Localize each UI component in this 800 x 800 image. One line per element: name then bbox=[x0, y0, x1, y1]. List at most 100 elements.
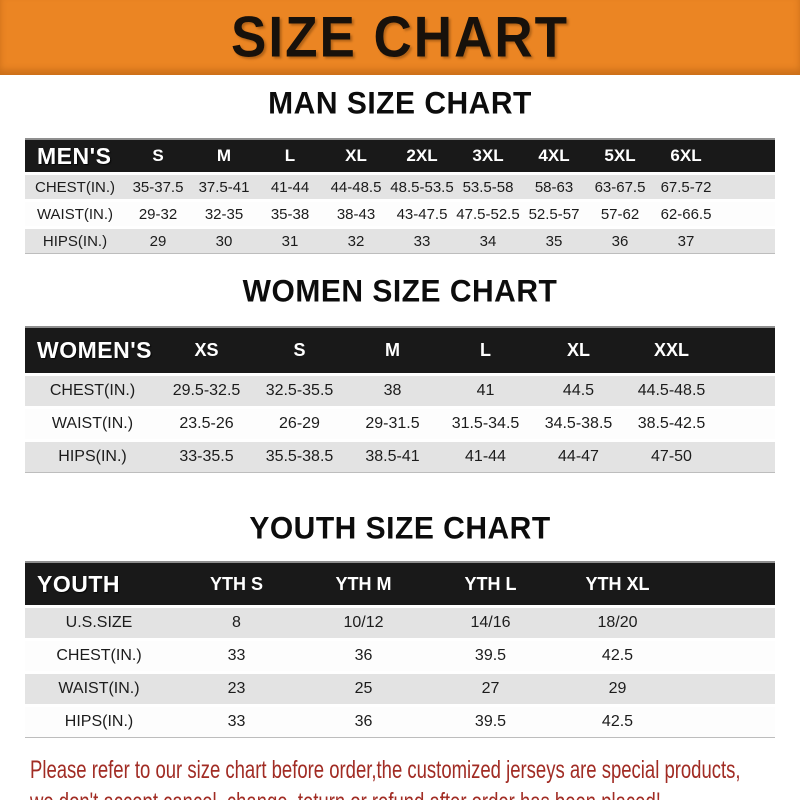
value-cell: 57-62 bbox=[587, 199, 653, 228]
value-cell: 62-66.5 bbox=[653, 199, 719, 228]
value-cell: 29-31.5 bbox=[346, 406, 439, 441]
row-label-cell: HIPS(IN.) bbox=[25, 439, 160, 473]
value-cell: 33 bbox=[173, 638, 300, 673]
spacer-cell bbox=[681, 671, 775, 706]
spacer-cell bbox=[719, 139, 775, 174]
spacer-cell bbox=[681, 704, 775, 738]
value-cell: 38-43 bbox=[323, 199, 389, 228]
group-label-cell: MEN'S bbox=[25, 139, 125, 174]
measurement-row: HIPS(IN.) 29 30 31 32 33 34 35 36 37 bbox=[25, 226, 775, 254]
row-label-cell: CHEST(IN.) bbox=[25, 373, 160, 408]
value-cell: 31 bbox=[257, 226, 323, 254]
youth-size-section: YOUTH SIZE CHART YOUTH YTH S YTH M YTH L YTH… bbox=[0, 511, 800, 738]
value-cell: 34 bbox=[455, 226, 521, 254]
measurement-row: HIPS(IN.) 33-35.5 35.5-38.5 38.5-41 41-44 44-… bbox=[25, 439, 775, 473]
spacer-cell bbox=[681, 638, 775, 673]
spacer-cell bbox=[681, 562, 775, 607]
row-label-cell: WAIST(IN.) bbox=[25, 406, 160, 441]
value-cell: 44.5 bbox=[532, 373, 625, 408]
group-label-cell: WOMEN'S bbox=[25, 327, 160, 375]
value-cell: 10/12 bbox=[300, 605, 427, 640]
value-cell: 25 bbox=[300, 671, 427, 706]
notice-line-2: we don't accept cancel, change, teturn o… bbox=[30, 786, 661, 800]
size-column-header: 2XL bbox=[389, 139, 455, 174]
row-label-cell: HIPS(IN.) bbox=[25, 704, 173, 738]
value-cell: 47.5-52.5 bbox=[455, 199, 521, 228]
size-header-row: WOMEN'S XS S M L XL XXL bbox=[25, 327, 775, 375]
women-size-table: WOMEN'S XS S M L XL XXL CHEST(IN.) 29.5-32.5 32.5… bbox=[25, 326, 775, 473]
value-cell: 44.5-48.5 bbox=[625, 373, 718, 408]
size-column-header: 5XL bbox=[587, 139, 653, 174]
value-cell: 18/20 bbox=[554, 605, 681, 640]
value-cell: 35.5-38.5 bbox=[253, 439, 346, 473]
size-column-header: XS bbox=[160, 327, 253, 375]
size-column-header: S bbox=[253, 327, 346, 375]
size-column-header: YTH M bbox=[300, 562, 427, 607]
row-label-cell: U.S.SIZE bbox=[25, 605, 173, 640]
size-column-header: XL bbox=[323, 139, 389, 174]
value-cell: 67.5-72 bbox=[653, 172, 719, 201]
row-label-cell: CHEST(IN.) bbox=[25, 638, 173, 673]
row-label-cell: WAIST(IN.) bbox=[25, 199, 125, 228]
spacer-cell bbox=[681, 605, 775, 640]
value-cell: 38 bbox=[346, 373, 439, 408]
value-cell: 35-37.5 bbox=[125, 172, 191, 201]
value-cell: 44-48.5 bbox=[323, 172, 389, 201]
measurement-row: WAIST(IN.) 23.5-26 26-29 29-31.5 31.5-34.5 34… bbox=[25, 406, 775, 441]
value-cell: 29-32 bbox=[125, 199, 191, 228]
row-label-cell: CHEST(IN.) bbox=[25, 172, 125, 201]
men-size-table: MEN'S S M L XL 2XL 3XL 4XL 5XL 6XL CHEST(IN.) 35-37… bbox=[25, 138, 775, 254]
size-column-header: 6XL bbox=[653, 139, 719, 174]
value-cell: 38.5-41 bbox=[346, 439, 439, 473]
value-cell: 33-35.5 bbox=[160, 439, 253, 473]
value-cell: 29.5-32.5 bbox=[160, 373, 253, 408]
man-size-section: MAN SIZE CHART MEN'S S M L XL 2XL 3XL 4XL 5XL 6XL… bbox=[0, 87, 800, 254]
size-column-header: L bbox=[439, 327, 532, 375]
value-cell: 41-44 bbox=[257, 172, 323, 201]
value-cell: 32-35 bbox=[191, 199, 257, 228]
measurement-row: CHEST(IN.) 35-37.5 37.5-41 41-44 44-48.5 48.5… bbox=[25, 172, 775, 201]
measurement-row: U.S.SIZE 8 10/12 14/16 18/20 bbox=[25, 605, 775, 640]
value-cell: 32.5-35.5 bbox=[253, 373, 346, 408]
value-cell: 32 bbox=[323, 226, 389, 254]
size-header-row: YOUTH YTH S YTH M YTH L YTH XL bbox=[25, 562, 775, 607]
footer-notice: Please refer to our size chart before or… bbox=[30, 754, 800, 800]
value-cell: 38.5-42.5 bbox=[625, 406, 718, 441]
value-cell: 36 bbox=[587, 226, 653, 254]
banner: SIZE CHART bbox=[0, 0, 800, 75]
women-size-section: WOMEN SIZE CHART WOMEN'S XS S M L XL XXL CHEST(… bbox=[0, 274, 800, 473]
measurement-row: WAIST(IN.) 29-32 32-35 35-38 38-43 43-47.5 47.… bbox=[25, 199, 775, 228]
spacer-cell bbox=[718, 406, 775, 441]
women-section-heading: WOMEN SIZE CHART bbox=[242, 274, 558, 309]
spacer-cell bbox=[718, 327, 775, 375]
measurement-row: HIPS(IN.) 33 36 39.5 42.5 bbox=[25, 704, 775, 738]
size-column-header: 4XL bbox=[521, 139, 587, 174]
value-cell: 53.5-58 bbox=[455, 172, 521, 201]
size-column-header: YTH XL bbox=[554, 562, 681, 607]
value-cell: 37.5-41 bbox=[191, 172, 257, 201]
row-label-cell: HIPS(IN.) bbox=[25, 226, 125, 254]
value-cell: 63-67.5 bbox=[587, 172, 653, 201]
value-cell: 47-50 bbox=[625, 439, 718, 473]
youth-section-heading: YOUTH SIZE CHART bbox=[249, 511, 551, 546]
value-cell: 43-47.5 bbox=[389, 199, 455, 228]
size-column-header: YTH L bbox=[427, 562, 554, 607]
size-column-header: M bbox=[346, 327, 439, 375]
value-cell: 48.5-53.5 bbox=[389, 172, 455, 201]
value-cell: 39.5 bbox=[427, 704, 554, 738]
size-column-header: XXL bbox=[625, 327, 718, 375]
value-cell: 58-63 bbox=[521, 172, 587, 201]
value-cell: 14/16 bbox=[427, 605, 554, 640]
notice-line-1: Please refer to our size chart before or… bbox=[30, 756, 741, 784]
youth-size-table: YOUTH YTH S YTH M YTH L YTH XL U.S.SIZE 8 10/12… bbox=[25, 561, 775, 738]
value-cell: 44-47 bbox=[532, 439, 625, 473]
measurement-row: WAIST(IN.) 23 25 27 29 bbox=[25, 671, 775, 706]
value-cell: 42.5 bbox=[554, 704, 681, 738]
size-column-header: M bbox=[191, 139, 257, 174]
value-cell: 30 bbox=[191, 226, 257, 254]
value-cell: 26-29 bbox=[253, 406, 346, 441]
spacer-cell bbox=[719, 226, 775, 254]
value-cell: 29 bbox=[554, 671, 681, 706]
value-cell: 23.5-26 bbox=[160, 406, 253, 441]
size-column-header: XL bbox=[532, 327, 625, 375]
